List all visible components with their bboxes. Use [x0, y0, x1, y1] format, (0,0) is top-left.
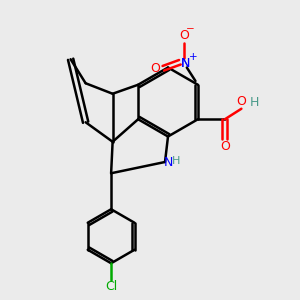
Text: N: N — [181, 57, 190, 70]
Text: N: N — [181, 57, 190, 70]
Text: Cl: Cl — [105, 280, 117, 293]
Text: O: O — [179, 29, 189, 42]
Text: +: + — [188, 52, 197, 62]
Text: −: − — [186, 24, 195, 34]
Text: H: H — [250, 96, 260, 109]
Text: O: O — [150, 62, 160, 75]
Text: N: N — [164, 156, 173, 169]
Text: O: O — [220, 140, 230, 153]
Text: O: O — [236, 95, 246, 108]
Text: H: H — [172, 155, 181, 166]
